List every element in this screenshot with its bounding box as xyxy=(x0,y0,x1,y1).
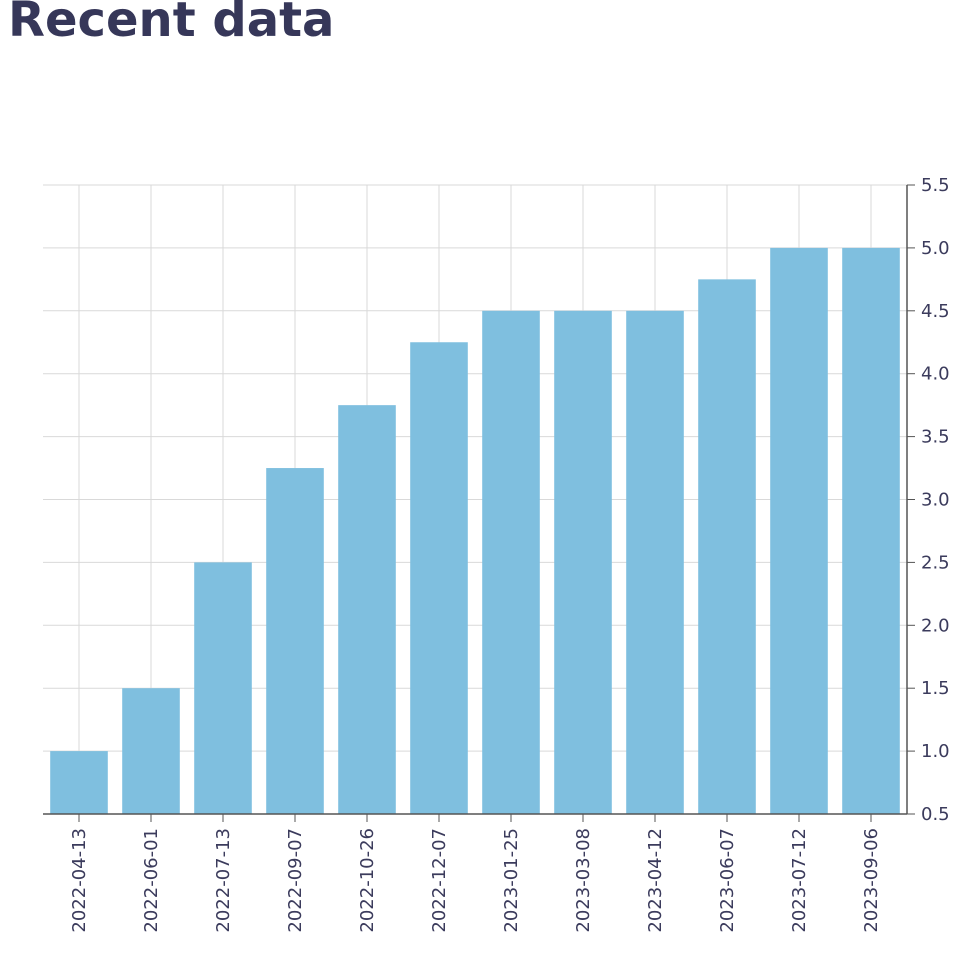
bar xyxy=(698,279,756,815)
bar xyxy=(50,751,108,814)
page-title: Recent data xyxy=(8,0,335,48)
y-tick-label: 1.0 xyxy=(921,741,950,762)
bar xyxy=(122,688,180,814)
x-tick-label: 2022-09-07 xyxy=(285,828,306,933)
x-tick-label: 2022-12-07 xyxy=(429,828,450,933)
x-tick-label: 2023-07-12 xyxy=(789,828,810,933)
x-tick-label: 2022-07-13 xyxy=(213,828,234,933)
bar xyxy=(338,405,396,814)
y-tick-label: 2.5 xyxy=(921,552,950,573)
y-tick-label: 5.0 xyxy=(921,238,950,259)
bar xyxy=(410,342,468,814)
bar xyxy=(194,562,252,814)
y-tick-label: 4.5 xyxy=(921,301,950,322)
x-tick-label: 2023-04-12 xyxy=(645,828,666,933)
bar xyxy=(626,310,684,814)
x-axis-ticks: 2022-04-13 2022-06-01 2022-07-13 2022-09-07… xyxy=(69,814,882,933)
y-tick-label: 1.5 xyxy=(921,678,950,699)
bar xyxy=(842,247,900,814)
x-tick-label: 2023-01-25 xyxy=(501,828,522,933)
x-tick-label: 2023-06-07 xyxy=(717,828,738,933)
bar xyxy=(266,468,324,814)
x-tick-label: 2022-06-01 xyxy=(141,828,162,933)
y-tick-label: 5.5 xyxy=(921,175,950,196)
x-tick-label: 2023-03-08 xyxy=(573,828,594,933)
y-tick-label: 3.5 xyxy=(921,427,950,448)
x-tick-label: 2022-04-13 xyxy=(69,828,90,933)
y-axis-ticks: 0.5 1.0 1.5 2.0 2.5 3.0 3.5 4.0 4.5 5.0 5.5 xyxy=(907,175,950,825)
y-tick-label: 2.0 xyxy=(921,615,950,636)
x-tick-label: 2023-09-06 xyxy=(861,828,882,933)
y-tick-label: 3.0 xyxy=(921,490,950,511)
bar xyxy=(554,310,612,814)
x-tick-label: 2022-10-26 xyxy=(357,828,378,933)
y-tick-label: 4.0 xyxy=(921,364,950,385)
bars xyxy=(50,247,900,815)
y-tick-label: 0.5 xyxy=(921,804,950,825)
bar xyxy=(770,247,828,814)
bar xyxy=(482,310,540,814)
